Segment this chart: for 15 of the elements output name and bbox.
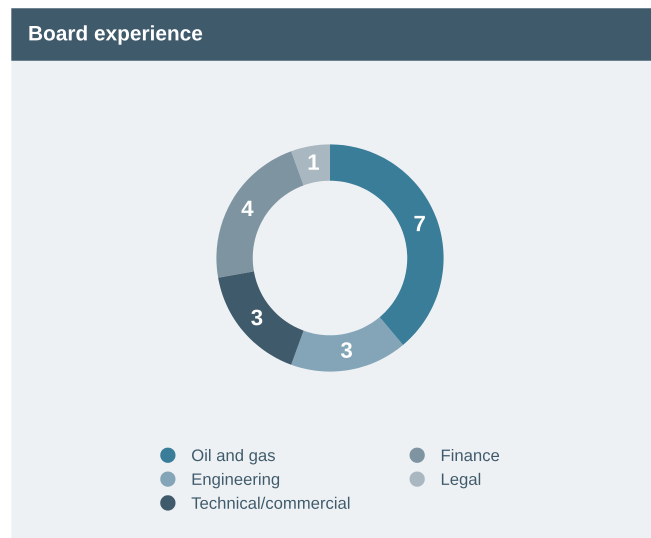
- legend-label: Finance: [442, 448, 500, 462]
- data-label: 3: [340, 342, 352, 358]
- legend-label: Oil and gas: [192, 448, 275, 464]
- donut-slice: [291, 144, 330, 186]
- legend-label: Engineering: [192, 472, 280, 488]
- data-label: 4: [242, 200, 254, 216]
- donut-slice: [218, 271, 304, 365]
- legend-label: Technical/commercial: [192, 496, 350, 509]
- donut-slice: [216, 151, 304, 278]
- data-label: 7: [414, 216, 425, 232]
- donut-slice: [291, 317, 404, 372]
- legend-label: Legal: [442, 472, 480, 488]
- data-label: 3: [251, 310, 262, 326]
- chart-title: Board experience: [29, 25, 202, 45]
- data-label: 1: [308, 154, 319, 170]
